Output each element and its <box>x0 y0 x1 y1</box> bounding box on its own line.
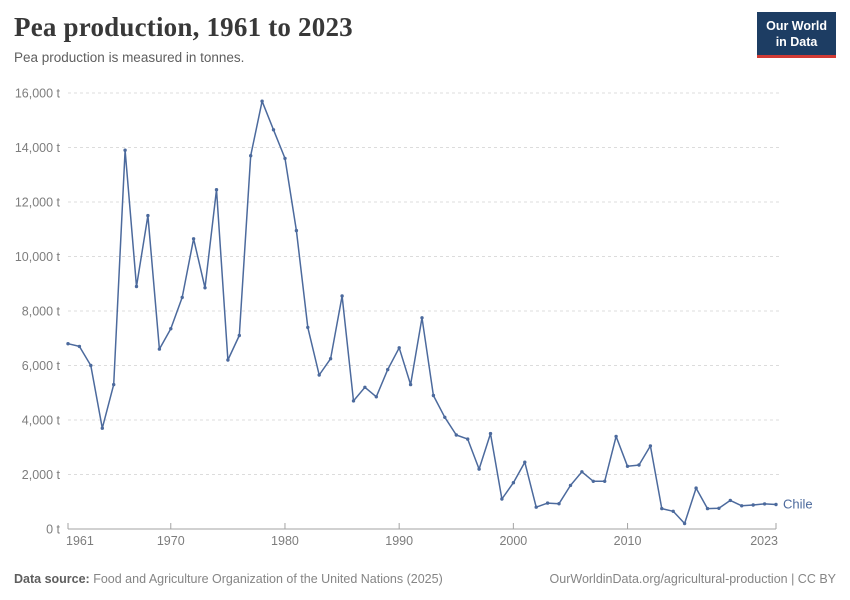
data-point[interactable] <box>431 393 436 398</box>
data-point[interactable] <box>214 188 219 192</box>
data-point[interactable] <box>100 426 105 430</box>
data-point[interactable] <box>740 504 744 508</box>
y-axis-tick-label: 10,000 t <box>15 250 61 264</box>
data-point[interactable] <box>774 502 778 507</box>
x-axis-tick-label: 1970 <box>157 534 185 548</box>
data-point[interactable] <box>705 506 710 511</box>
data-point[interactable] <box>454 433 458 437</box>
data-point[interactable] <box>614 434 618 439</box>
series-label-chile[interactable]: Chile <box>783 496 813 511</box>
data-point[interactable] <box>580 470 584 474</box>
x-axis-tick-label: 1980 <box>271 534 299 548</box>
y-axis-tick-label: 8,000 t <box>22 305 61 319</box>
chart-header: Pea production, 1961 to 2023 Pea product… <box>14 12 836 65</box>
data-point[interactable] <box>443 415 447 419</box>
data-point[interactable] <box>317 373 321 377</box>
y-axis-tick-label: 4,000 t <box>22 414 61 428</box>
data-point[interactable] <box>271 128 276 132</box>
data-point[interactable] <box>306 325 310 330</box>
series-line-chile[interactable] <box>67 100 777 525</box>
data-point[interactable] <box>420 316 424 320</box>
data-source-text: Food and Agriculture Organization of the… <box>93 572 443 586</box>
data-point[interactable] <box>249 154 253 158</box>
data-point[interactable] <box>717 506 721 510</box>
footer-citation-link[interactable]: OurWorldinData.org/agricultural-producti… <box>549 572 836 586</box>
data-point[interactable] <box>648 444 653 448</box>
data-point[interactable] <box>146 213 150 218</box>
x-axis-tick-label: 2023 <box>750 534 778 548</box>
y-axis-tick-label: 2,000 t <box>22 468 61 482</box>
data-point[interactable] <box>751 503 755 507</box>
data-point[interactable] <box>488 431 493 436</box>
data-point[interactable] <box>671 509 675 513</box>
data-point[interactable] <box>191 237 196 241</box>
x-axis-tick-label: 1990 <box>385 534 413 548</box>
owid-logo-line2: in Data <box>775 34 818 49</box>
data-point[interactable] <box>134 284 139 289</box>
data-point[interactable] <box>568 483 573 488</box>
data-point[interactable] <box>226 358 230 362</box>
y-axis-tick-label: 16,000 t <box>15 87 61 101</box>
data-point[interactable] <box>466 437 470 441</box>
data-point[interactable] <box>523 460 527 464</box>
y-axis-tick-label: 12,000 t <box>15 196 61 210</box>
x-axis-tick-label: 1961 <box>66 534 94 548</box>
data-point[interactable] <box>682 521 687 526</box>
data-point[interactable] <box>66 342 70 346</box>
data-point[interactable] <box>283 156 287 161</box>
owid-logo[interactable]: Our World in Data <box>757 12 836 59</box>
data-source: Data source: Food and Agriculture Organi… <box>14 572 443 586</box>
data-point[interactable] <box>169 327 173 331</box>
data-point[interactable] <box>511 481 516 485</box>
data-point[interactable] <box>294 228 299 233</box>
data-point[interactable] <box>363 385 367 389</box>
data-point[interactable] <box>340 294 344 298</box>
x-axis-tick-label: 2010 <box>614 534 642 548</box>
data-point[interactable] <box>180 295 184 300</box>
data-point[interactable] <box>328 357 333 361</box>
data-point[interactable] <box>694 486 698 490</box>
page-title: Pea production, 1961 to 2023 <box>14 12 353 42</box>
data-point[interactable] <box>237 333 241 338</box>
data-point[interactable] <box>625 464 630 468</box>
data-source-label: Data source: <box>14 572 90 586</box>
y-axis-tick-label: 0 t <box>46 523 60 537</box>
data-point[interactable] <box>112 382 116 387</box>
data-point[interactable] <box>762 502 767 506</box>
data-point[interactable] <box>545 501 550 505</box>
data-point[interactable] <box>77 344 82 349</box>
y-axis-tick-label: 6,000 t <box>22 359 61 373</box>
x-axis-tick-label: 2000 <box>499 534 527 548</box>
data-point[interactable] <box>351 399 356 403</box>
data-point[interactable] <box>591 479 595 483</box>
data-point[interactable] <box>203 286 207 290</box>
data-point[interactable] <box>660 506 664 511</box>
data-point[interactable] <box>260 99 264 103</box>
data-point[interactable] <box>477 467 481 471</box>
data-point[interactable] <box>123 148 127 152</box>
data-point[interactable] <box>374 395 378 399</box>
data-point[interactable] <box>89 363 93 368</box>
chart-subtitle: Pea production is measured in tonnes. <box>14 50 245 65</box>
chart-footer: Data source: Food and Agriculture Organi… <box>14 572 836 586</box>
owid-logo-line1: Our World <box>766 19 827 33</box>
data-point[interactable] <box>728 498 732 503</box>
data-point[interactable] <box>603 479 607 483</box>
data-point[interactable] <box>408 382 413 387</box>
y-axis-tick-label: 14,000 t <box>15 141 61 155</box>
data-point[interactable] <box>157 347 162 351</box>
data-point[interactable] <box>557 502 561 506</box>
data-point[interactable] <box>397 346 401 350</box>
data-point[interactable] <box>637 463 641 467</box>
data-point[interactable] <box>500 497 504 501</box>
data-point[interactable] <box>386 367 390 372</box>
data-point[interactable] <box>534 505 538 509</box>
